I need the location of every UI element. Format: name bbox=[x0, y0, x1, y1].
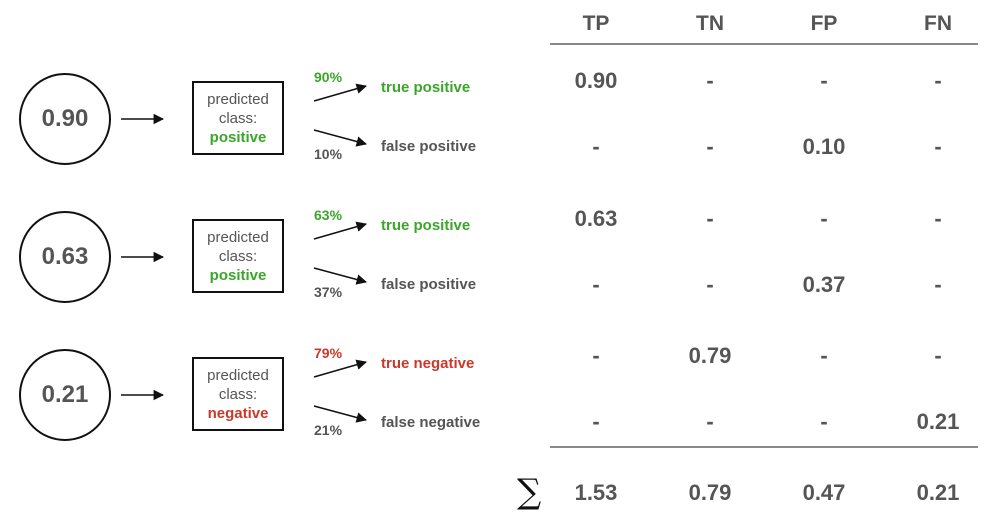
predicted-class-box: predicted class: positive bbox=[192, 219, 284, 293]
column-header-tn: TN bbox=[696, 12, 724, 35]
table-cell: - bbox=[592, 134, 600, 159]
table-cell: - bbox=[934, 343, 942, 368]
branch-arrow-bottom bbox=[313, 405, 368, 423]
bottom-probability: 37% bbox=[314, 284, 343, 300]
total-fp: 0.47 bbox=[802, 480, 846, 505]
table-cell: - bbox=[706, 272, 714, 297]
top-probability: 63% bbox=[314, 207, 343, 223]
bottom-probability: 10% bbox=[314, 146, 343, 162]
predicted-class-value: positive bbox=[209, 128, 267, 146]
score-circle: 0.21 bbox=[19, 349, 111, 441]
total-tn: 0.79 bbox=[688, 480, 732, 505]
table-cell: 0.37 bbox=[802, 272, 846, 297]
branch-arrow-bottom bbox=[313, 267, 368, 285]
top-probability: 79% bbox=[314, 345, 343, 361]
total-tp: 1.53 bbox=[574, 480, 618, 505]
table-cell: - bbox=[592, 409, 600, 434]
table-cell: - bbox=[820, 343, 828, 368]
bottom-outcome-label: false positive bbox=[381, 138, 477, 155]
table-cell: - bbox=[820, 409, 828, 434]
top-outcome-label: true negative bbox=[381, 355, 475, 372]
predicted-class-value: positive bbox=[209, 266, 267, 284]
table-cell: - bbox=[934, 206, 942, 231]
top-outcome-label: true positive bbox=[381, 217, 471, 234]
table-cell: - bbox=[934, 68, 942, 93]
branch-arrow-top bbox=[313, 359, 368, 378]
table-cell: - bbox=[706, 134, 714, 159]
table-cell: 0.90 bbox=[574, 68, 618, 93]
predicted-class-box: predicted class: positive bbox=[192, 81, 284, 155]
table-cell: 0.10 bbox=[802, 134, 846, 159]
predicted-class-label: predicted class: bbox=[207, 90, 269, 127]
column-header-fn: FN bbox=[924, 12, 952, 35]
predicted-class-value: negative bbox=[207, 404, 269, 422]
bottom-outcome-label: false negative bbox=[381, 414, 481, 431]
bottom-outcome-label: false positive bbox=[381, 276, 477, 293]
table-cell: 0.79 bbox=[688, 343, 732, 368]
score-circle: 0.90 bbox=[19, 73, 111, 165]
table-cell: - bbox=[706, 409, 714, 434]
table-cell: - bbox=[934, 134, 942, 159]
sum-symbol: ∑ bbox=[517, 472, 542, 512]
branch-arrow-top bbox=[313, 221, 368, 240]
predicted-class-box: predicted class: negative bbox=[192, 357, 284, 431]
column-header-tp: TP bbox=[582, 12, 610, 35]
table-cell: - bbox=[820, 68, 828, 93]
top-outcome-label: true positive bbox=[381, 79, 471, 96]
table-cell: - bbox=[706, 206, 714, 231]
column-header-fp: FP bbox=[810, 12, 838, 35]
predicted-class-label: predicted class: bbox=[207, 228, 269, 265]
table-cell: - bbox=[592, 343, 600, 368]
table-cell: 0.21 bbox=[916, 409, 960, 434]
table-cell: - bbox=[820, 206, 828, 231]
total-fn: 0.21 bbox=[916, 480, 960, 505]
top-probability: 90% bbox=[314, 69, 343, 85]
score-circle: 0.63 bbox=[19, 211, 111, 303]
bottom-probability: 21% bbox=[314, 422, 343, 438]
branch-arrow-top bbox=[313, 83, 368, 102]
table-cell: - bbox=[706, 68, 714, 93]
branch-arrow-bottom bbox=[313, 129, 368, 147]
table-cell: 0.63 bbox=[574, 206, 618, 231]
table-cell: - bbox=[592, 272, 600, 297]
predicted-class-label: predicted class: bbox=[207, 366, 269, 403]
table-cell: - bbox=[934, 272, 942, 297]
